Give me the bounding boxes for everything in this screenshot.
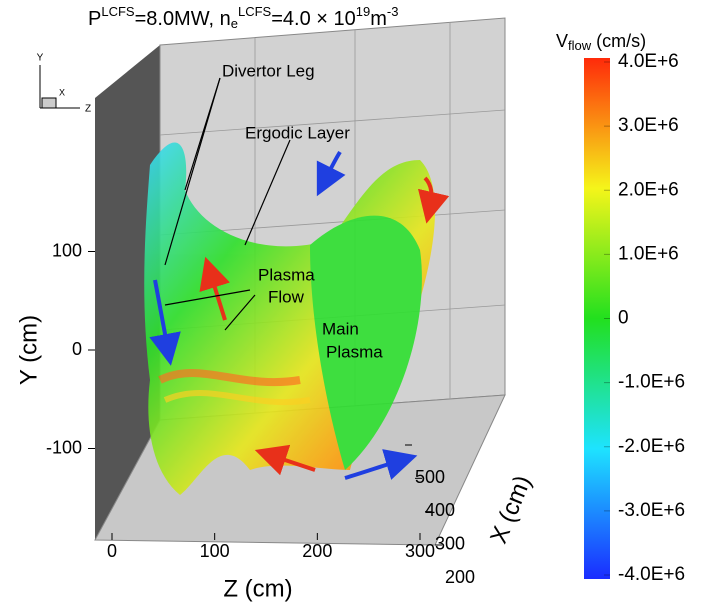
- colorbar-title-part: V: [556, 31, 568, 51]
- z-axis-label: Z (cm): [223, 575, 292, 602]
- title-part: LCFS: [238, 4, 272, 19]
- y-tick-label: 0: [72, 339, 82, 359]
- title-part: e: [231, 16, 238, 31]
- annotation: Plasma: [326, 342, 383, 361]
- chart-title: PLCFS=8.0MW, neLCFS=4.0 × 1019m-3: [88, 4, 398, 31]
- colorbar-tick-label: 0: [618, 308, 629, 329]
- annotation: Plasma: [258, 265, 315, 284]
- annotation: Flow: [268, 287, 305, 306]
- title-part: -3: [387, 4, 399, 19]
- colorbar-tick-label: -2.0E+6: [618, 436, 685, 457]
- colorbar-tick-label: 1.0E+6: [618, 243, 679, 264]
- colorbar-tick-label: 3.0E+6: [618, 115, 679, 136]
- title-part: =4.0 × 10: [271, 8, 356, 30]
- colorbar-title-part: flow: [568, 38, 592, 53]
- plasma-surface: [144, 142, 435, 495]
- y-tick-label: 100: [52, 240, 82, 260]
- annotation: Main: [322, 319, 359, 338]
- title-part: 19: [356, 4, 370, 19]
- x-tick-label: 400: [425, 500, 455, 520]
- title-part: P: [88, 8, 101, 30]
- y-tick-label: -100: [46, 437, 82, 457]
- title-part: =8.0MW, n: [135, 8, 231, 30]
- triad-label: Z: [85, 104, 91, 115]
- colorbar-tick-label: -1.0E+6: [618, 372, 685, 393]
- y-axis-label: Y (cm): [15, 315, 42, 385]
- x-tick-label: 500: [415, 467, 445, 487]
- colorbar-tick-label: 4.0E+6: [618, 51, 679, 72]
- colorbar-title-part: (cm/s): [591, 31, 646, 51]
- flow-arrows: [149, 150, 450, 480]
- z-tick-label: 300: [405, 541, 435, 561]
- left-wall: [95, 45, 160, 540]
- annotation-leaders: [164, 77, 291, 331]
- triad-label: X: [59, 87, 65, 97]
- annotation: Divertor Leg: [222, 61, 315, 80]
- x-tick-label: 200: [445, 567, 475, 587]
- z-tick-label: 200: [302, 541, 332, 561]
- triad-label: Y: [37, 53, 44, 64]
- x-tick-label: 300: [435, 533, 465, 553]
- colorbar-tick-label: 2.0E+6: [618, 179, 679, 200]
- z-tick-label: 100: [200, 541, 230, 561]
- colorbar-tick-label: -4.0E+6: [618, 564, 685, 585]
- axis-triad: [39, 65, 80, 109]
- annotation: Ergodic Layer: [245, 123, 350, 142]
- colorbar-tick-label: -3.0E+6: [618, 500, 685, 521]
- x-axis-label: X (cm): [485, 472, 537, 548]
- colorbar: [584, 58, 610, 579]
- z-tick-label: 0: [107, 541, 117, 561]
- colorbar-title: Vflow (cm/s): [556, 31, 646, 54]
- title-part: LCFS: [101, 4, 135, 19]
- title-part: m: [370, 8, 387, 30]
